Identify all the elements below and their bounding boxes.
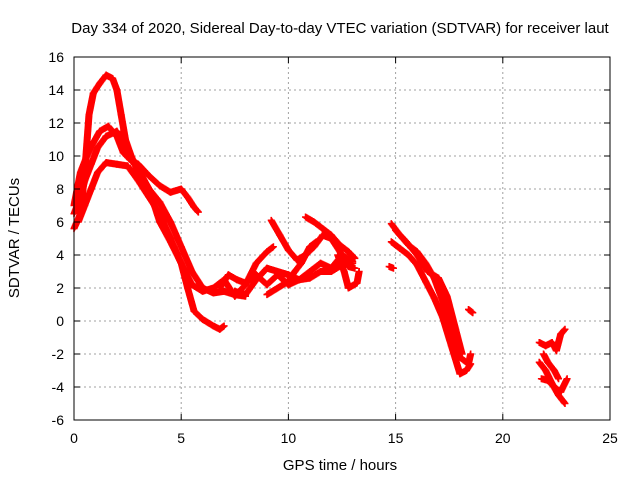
series-trace-19 — [537, 375, 571, 396]
data-point — [351, 254, 359, 262]
y-tick-label: 4 — [56, 247, 64, 263]
y-tick-label: 16 — [48, 49, 64, 65]
x-tick-label: 10 — [281, 430, 297, 446]
series-trace-4 — [74, 159, 228, 333]
y-tick-label: 2 — [56, 280, 64, 296]
y-tick-label: 0 — [56, 313, 64, 329]
y-tick-label: -6 — [52, 412, 65, 428]
y-tick-label: -4 — [52, 379, 65, 395]
y-tick-label: 12 — [48, 115, 64, 131]
data-point — [469, 309, 477, 317]
series-trace-10 — [302, 213, 359, 262]
x-tick-label: 0 — [70, 430, 78, 446]
y-tick-label: 6 — [56, 214, 64, 230]
data-point — [467, 350, 475, 358]
axis-ticks — [73, 56, 611, 421]
x-tick-label: 20 — [495, 430, 511, 446]
data-point — [220, 322, 228, 330]
x-tick-label: 5 — [177, 430, 185, 446]
series-trace-16 — [464, 305, 477, 317]
data-point — [351, 264, 359, 272]
x-tick-label: 25 — [602, 430, 618, 446]
data-point — [194, 208, 202, 216]
chart-title: Day 334 of 2020, Sidereal Day-to-day VTE… — [71, 20, 609, 37]
series-trace-9 — [263, 238, 320, 299]
grid — [74, 57, 610, 420]
data-point — [355, 268, 363, 275]
plot-frame — [73, 56, 611, 421]
series-trace-15 — [385, 263, 397, 272]
series-trace-20 — [540, 350, 563, 383]
data-point — [555, 375, 563, 383]
data-point — [312, 238, 320, 246]
y-tick-label: 8 — [56, 181, 64, 197]
x-tick-labels: 0 5 10 15 20 25 — [70, 430, 618, 446]
x-tick-label: 15 — [388, 430, 404, 446]
data-point — [467, 360, 475, 368]
series-trace-11 — [334, 251, 363, 292]
y-axis-label: SDTVAR / TECUs — [6, 178, 23, 298]
series-trace-13 — [387, 238, 475, 378]
series-trace-5 — [134, 165, 277, 300]
data-point — [563, 375, 571, 383]
data-point — [561, 400, 569, 407]
series-trace-8 — [267, 216, 359, 272]
series-trace-17 — [535, 325, 569, 355]
data-point — [269, 243, 277, 251]
y-tick-label: 14 — [48, 82, 64, 98]
series-trace-14 — [392, 226, 466, 358]
y-tick-labels: -6 -4 -2 0 2 4 6 8 10 12 14 16 — [48, 49, 64, 428]
y-tick-label: 10 — [48, 148, 64, 164]
y-tick-label: -2 — [52, 346, 65, 362]
data-point — [389, 264, 397, 272]
data-point — [561, 325, 569, 333]
data-points — [70, 71, 571, 407]
data-point — [350, 253, 358, 261]
x-axis-label: GPS time / hours — [283, 457, 397, 474]
data-point — [458, 350, 466, 358]
